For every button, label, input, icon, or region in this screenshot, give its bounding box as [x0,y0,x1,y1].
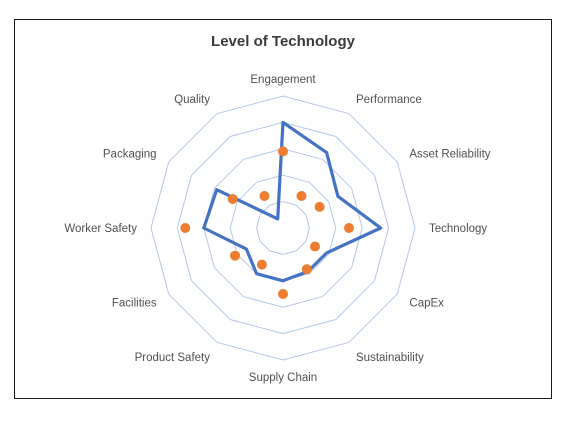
chart-frame: Level of Technology Engagement Performanc… [14,19,552,399]
grid-ring [256,201,310,255]
category-label: Supply Chain [249,372,317,384]
category-label: Facilities [112,298,157,310]
category-label: Engagement [250,74,316,86]
series-point [310,241,320,252]
series-point [344,223,354,233]
series-point [256,259,267,270]
chart-title: Level of Technology [211,33,355,50]
series-point [180,223,191,233]
series-point [301,264,312,275]
category-label: Asset Reliability [409,149,490,161]
series-point [227,194,238,204]
category-label: Sustainability [356,352,424,364]
category-label: Technology [429,223,487,235]
series-point [230,250,240,261]
series-point [278,289,288,299]
category-label: Performance [356,94,422,106]
series-point [259,191,270,201]
category-label: Packaging [103,149,157,161]
grid-ring [203,148,363,308]
category-label: Quality [174,94,210,106]
series-line [202,120,383,283]
grid-ring [150,95,416,361]
series-point [278,146,288,157]
grid-ring [176,121,390,335]
series-point [296,191,307,201]
series-point [314,201,325,212]
category-label: Worker Safety [64,223,137,235]
radar-chart: Engagement Performance Asset Reliability Te… [64,74,490,384]
category-label: CapEx [409,298,444,310]
grid-ring [229,174,337,282]
category-label: Product Safety [135,352,211,364]
